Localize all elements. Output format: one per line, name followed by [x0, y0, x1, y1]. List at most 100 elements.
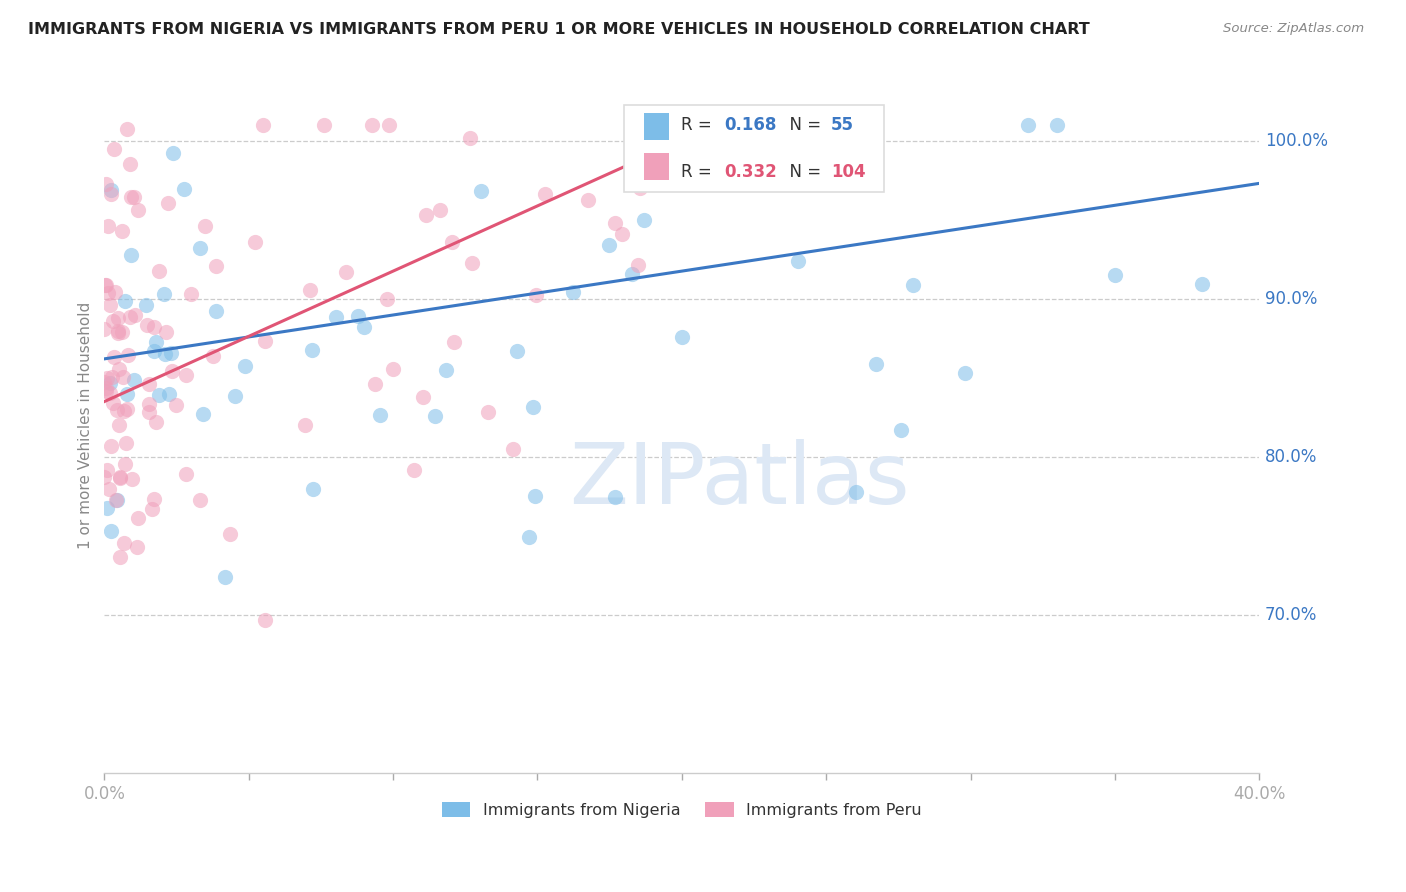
Point — [610, 227, 633, 242]
Point — [98, 386, 121, 401]
Point — [143, 344, 166, 359]
Point — [96, 463, 118, 477]
Point — [458, 131, 481, 145]
Point — [252, 118, 274, 132]
Point — [361, 118, 384, 132]
Point — [201, 349, 224, 363]
Point — [174, 467, 197, 482]
Point — [107, 325, 129, 339]
Point — [138, 397, 160, 411]
Point — [111, 326, 134, 340]
Point — [1191, 277, 1213, 291]
Point — [112, 370, 135, 384]
Text: 104: 104 — [831, 163, 866, 181]
Point — [709, 140, 731, 154]
Point — [96, 370, 118, 384]
Point — [108, 471, 131, 485]
Text: ZIPatlas: ZIPatlas — [569, 440, 910, 523]
Text: Source: ZipAtlas.com: Source: ZipAtlas.com — [1223, 22, 1364, 36]
Point — [101, 370, 124, 384]
Point — [121, 473, 143, 487]
Point — [901, 278, 924, 293]
Point — [111, 225, 134, 239]
Point — [98, 482, 121, 496]
Point — [143, 492, 166, 507]
Point — [98, 376, 121, 390]
Point — [100, 439, 122, 453]
Point — [219, 527, 242, 541]
Point — [97, 219, 120, 233]
Point — [174, 368, 197, 382]
Point — [93, 322, 115, 336]
Point — [214, 570, 236, 584]
Point — [621, 267, 644, 281]
Point — [127, 203, 149, 218]
Point — [506, 344, 529, 359]
Point — [108, 362, 131, 376]
Point — [115, 122, 138, 136]
Point — [145, 334, 167, 349]
Point — [845, 485, 868, 500]
Point — [107, 326, 129, 340]
Y-axis label: 1 or more Vehicles in Household: 1 or more Vehicles in Household — [79, 301, 93, 549]
Point — [157, 386, 180, 401]
Point — [423, 409, 446, 424]
Point — [100, 524, 122, 538]
Point — [141, 502, 163, 516]
Point — [96, 501, 118, 516]
Point — [120, 248, 142, 262]
Point — [101, 314, 124, 328]
Point — [107, 311, 129, 326]
Point — [94, 278, 117, 293]
Point — [627, 258, 650, 272]
Point — [470, 184, 492, 198]
Point — [165, 398, 187, 412]
Point — [117, 348, 139, 362]
Point — [865, 358, 887, 372]
Point — [522, 400, 544, 414]
Point — [404, 463, 426, 477]
Text: N =: N = — [779, 163, 827, 181]
Text: 55: 55 — [831, 116, 853, 135]
Point — [108, 549, 131, 564]
Point — [524, 287, 547, 301]
Point — [94, 381, 117, 395]
Point — [301, 343, 323, 357]
Point — [254, 334, 277, 349]
Point — [205, 259, 228, 273]
Point — [98, 297, 121, 311]
Point — [125, 541, 148, 555]
Point — [112, 536, 135, 550]
Point — [191, 407, 214, 421]
Point — [188, 493, 211, 508]
Point — [204, 303, 226, 318]
Point — [112, 404, 135, 418]
Point — [434, 363, 457, 377]
Point — [160, 346, 183, 360]
Point — [103, 350, 125, 364]
Text: 90.0%: 90.0% — [1265, 290, 1317, 308]
Point — [188, 241, 211, 255]
Point — [598, 237, 620, 252]
Point — [127, 511, 149, 525]
Point — [155, 325, 177, 339]
Point — [375, 292, 398, 306]
Point — [96, 177, 118, 191]
Point — [93, 469, 115, 483]
Point — [118, 156, 141, 170]
Point — [138, 376, 160, 391]
Point — [180, 286, 202, 301]
Point — [429, 203, 451, 218]
Point — [312, 118, 335, 132]
Point — [114, 436, 136, 450]
Point — [953, 366, 976, 380]
Point — [94, 384, 117, 398]
Point — [325, 310, 347, 324]
Point — [93, 375, 115, 389]
Point — [378, 118, 401, 132]
Point — [294, 417, 316, 432]
Point — [162, 364, 184, 378]
Point — [121, 190, 143, 204]
Point — [124, 190, 146, 204]
Point — [103, 143, 125, 157]
